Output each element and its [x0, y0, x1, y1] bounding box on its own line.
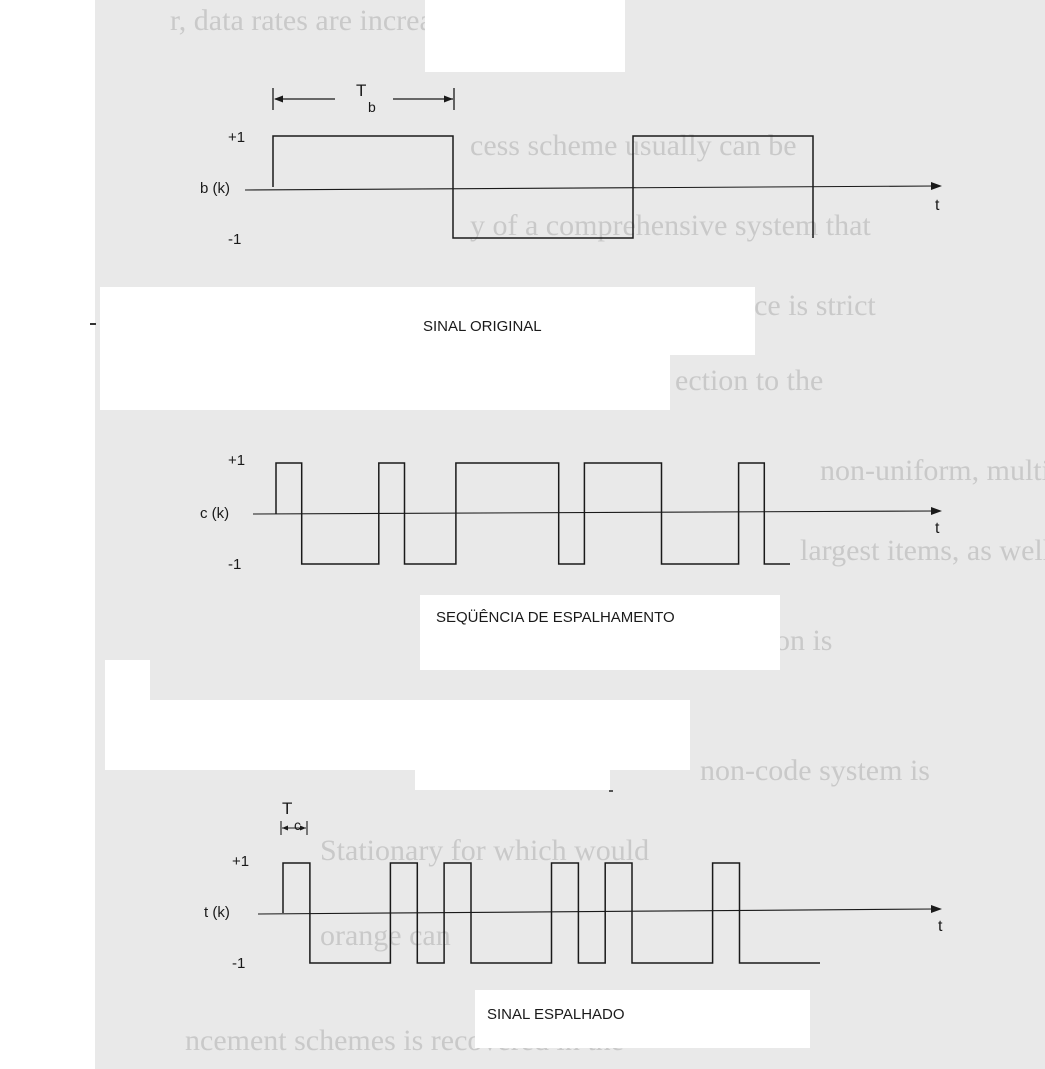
- cutout: [415, 770, 610, 790]
- time-axis-label: t: [935, 197, 940, 214]
- bleed-line: ection to the: [675, 364, 823, 397]
- caption-original: SINAL ORIGINAL: [423, 318, 542, 335]
- axis-arrowhead: [931, 182, 942, 190]
- plus-one-label: +1: [232, 853, 249, 870]
- time-axis: [252, 510, 936, 515]
- axis-arrowhead: [931, 905, 942, 913]
- time-axis-label: t: [935, 520, 940, 537]
- scan-mark: [609, 790, 613, 792]
- plus-one-label: +1: [228, 452, 245, 469]
- tb-symbol: T: [356, 81, 366, 100]
- arrowhead: [300, 825, 306, 831]
- plus-one-label: +1: [228, 129, 245, 146]
- bleed-line: largest items, as well as: [800, 534, 1045, 567]
- left-margin: [0, 0, 95, 1069]
- tb-subscript: b: [368, 99, 376, 115]
- cutout: [420, 595, 780, 670]
- scan-background: [95, 0, 1045, 1069]
- cutout: [100, 350, 670, 410]
- arrowhead: [444, 95, 453, 103]
- caption-spread: SINAL ESPALHADO: [487, 1006, 625, 1023]
- panel-spread-signal: T c +1 t (k) -1 t SINAL ESPALHADO: [204, 799, 943, 1023]
- cutout: [475, 990, 810, 1048]
- time-axis-label: t: [938, 918, 943, 935]
- arrowhead: [282, 825, 288, 831]
- tc-symbol: T: [282, 799, 292, 818]
- bleed-line: non-uniform, multi-path channel: [820, 454, 1045, 487]
- panel-spreading-sequence: +1 c (k) -1 t SEQÜÊNCIA DE ESPALHAMENTO: [200, 452, 942, 626]
- cutout: [425, 0, 625, 72]
- cutout: [100, 287, 755, 355]
- cutout: [105, 660, 150, 770]
- arrowhead: [274, 95, 283, 103]
- bleed-line: Stationary for which would: [320, 834, 649, 867]
- bleed-line: non-code system is: [700, 754, 930, 787]
- white-cutouts: [0, 0, 810, 1069]
- y-label-b-k: b (k): [200, 180, 230, 197]
- time-axis: [244, 185, 936, 191]
- bleed-line: orange can: [320, 919, 451, 952]
- waveform-c-k: [275, 462, 790, 565]
- waveform-t-k: [282, 862, 820, 964]
- period-marker-tb: T b: [272, 81, 455, 115]
- axis-arrowhead: [931, 507, 942, 515]
- scan-mark: [90, 323, 96, 325]
- minus-one-label: -1: [228, 231, 241, 248]
- minus-one-label: -1: [232, 955, 245, 972]
- tc-subscript: c: [294, 817, 301, 833]
- minus-one-label: -1: [228, 556, 241, 573]
- caption-spreading: SEQÜÊNCIA DE ESPALHAMENTO: [436, 608, 675, 626]
- panel-original-signal: T b +1 b (k) -1 t SINAL ORIGINAL: [200, 81, 942, 335]
- bleed-line: y of a comprehensive system that: [470, 209, 871, 242]
- period-marker-tc: T c: [280, 799, 308, 835]
- time-axis: [257, 908, 936, 915]
- y-label-c-k: c (k): [200, 505, 229, 522]
- waveform-b-k: [272, 135, 814, 239]
- cutout: [150, 700, 690, 770]
- y-label-t-k: t (k): [204, 904, 230, 921]
